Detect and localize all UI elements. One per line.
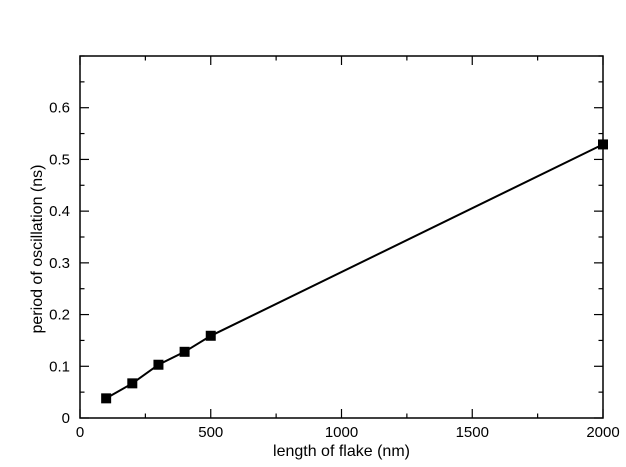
y-tick-label: 0.4 xyxy=(49,203,70,220)
x-tick-label: 1000 xyxy=(325,424,358,441)
y-tick-label: 0.3 xyxy=(49,255,70,272)
x-tick-label: 1500 xyxy=(456,424,489,441)
data-point xyxy=(127,378,138,389)
data-point xyxy=(101,393,112,404)
y-tick-label: 0.6 xyxy=(49,100,70,117)
x-axis-title: length of flake (nm) xyxy=(273,443,410,460)
y-tick-label: 0.2 xyxy=(49,307,70,324)
tick-labels: 0 500 1000 1500 2000 0 0.1 0.2 0.3 0.4 0.5 0.6 xyxy=(49,100,620,441)
y-axis-title: period of oscillation (ns) xyxy=(29,165,46,334)
y-tick-label: 0.5 xyxy=(49,151,70,168)
data-point xyxy=(205,330,216,341)
data-point xyxy=(179,346,190,357)
x-tick-label: 0 xyxy=(76,424,84,441)
data-point xyxy=(153,359,164,370)
y-tick-label: 0 xyxy=(62,410,70,427)
plot-frame xyxy=(79,55,604,419)
y-tick-label: 0.1 xyxy=(49,358,70,375)
x-tick-label: 2000 xyxy=(586,424,619,441)
x-tick-label: 500 xyxy=(198,424,223,441)
